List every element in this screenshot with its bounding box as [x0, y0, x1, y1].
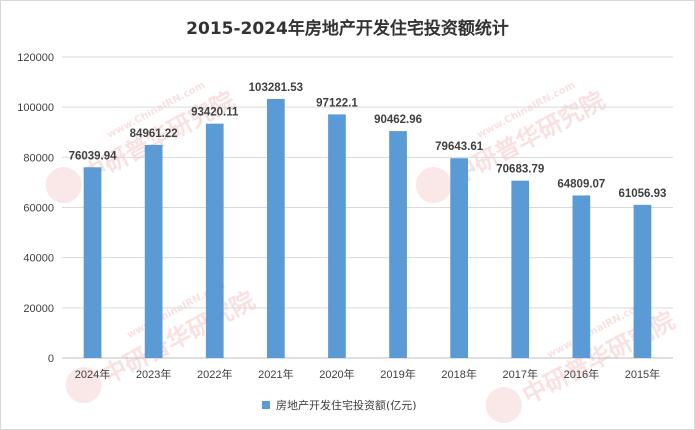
legend: 房地产开发住宅投资额(亿元) [262, 397, 417, 413]
x-tick-label: 2022年 [197, 367, 232, 381]
x-tick-label: 2021年 [258, 367, 293, 381]
y-tick-label: 120000 [17, 52, 54, 64]
bar [389, 131, 407, 358]
y-tick-label: 80000 [23, 152, 54, 164]
bar [144, 144, 163, 358]
y-tick-label: 100000 [17, 102, 54, 114]
bar [328, 114, 346, 358]
x-tick-label: 2024年 [75, 367, 110, 381]
data-label: 79643.61 [435, 141, 484, 153]
bar [572, 195, 591, 358]
data-label: 97122.1 [316, 97, 358, 109]
bar [511, 180, 530, 358]
x-tick-label: 2018年 [441, 367, 476, 381]
bar [450, 158, 469, 358]
data-label: 84961.22 [130, 128, 178, 140]
x-tick-label: 2015年 [625, 367, 660, 381]
data-label: 76039.94 [69, 150, 118, 162]
bar [266, 98, 285, 359]
legend-swatch [262, 401, 270, 409]
data-label: 70683.79 [496, 164, 544, 176]
y-tick-label: 20000 [23, 303, 54, 315]
y-tick-label: 60000 [23, 203, 54, 215]
x-tick-label: 2017年 [503, 367, 538, 381]
bar [633, 204, 652, 358]
y-tick-label: 40000 [23, 253, 54, 265]
x-tick-label: 2023年 [136, 367, 171, 381]
y-tick-label: 0 [48, 353, 54, 365]
data-label: 61056.93 [618, 188, 666, 200]
legend-label: 房地产开发住宅投资额(亿元) [276, 399, 417, 412]
data-label: 93420.11 [191, 107, 239, 119]
data-label: 64809.07 [557, 178, 605, 190]
x-tick-label: 2020年 [319, 367, 354, 381]
data-label: 103281.53 [249, 82, 303, 94]
data-label: 90462.96 [374, 114, 422, 126]
bar [83, 167, 102, 358]
x-tick-label: 2016年 [564, 367, 599, 381]
x-tick-label: 2019年 [380, 367, 415, 381]
bar [205, 123, 224, 358]
bar-chart: 0 20000 40000 60000 80000 100000 120000 76039.9… [17, 52, 673, 381]
chart-title: 2015-2024年房地产开发住宅投资额统计 [186, 19, 509, 39]
